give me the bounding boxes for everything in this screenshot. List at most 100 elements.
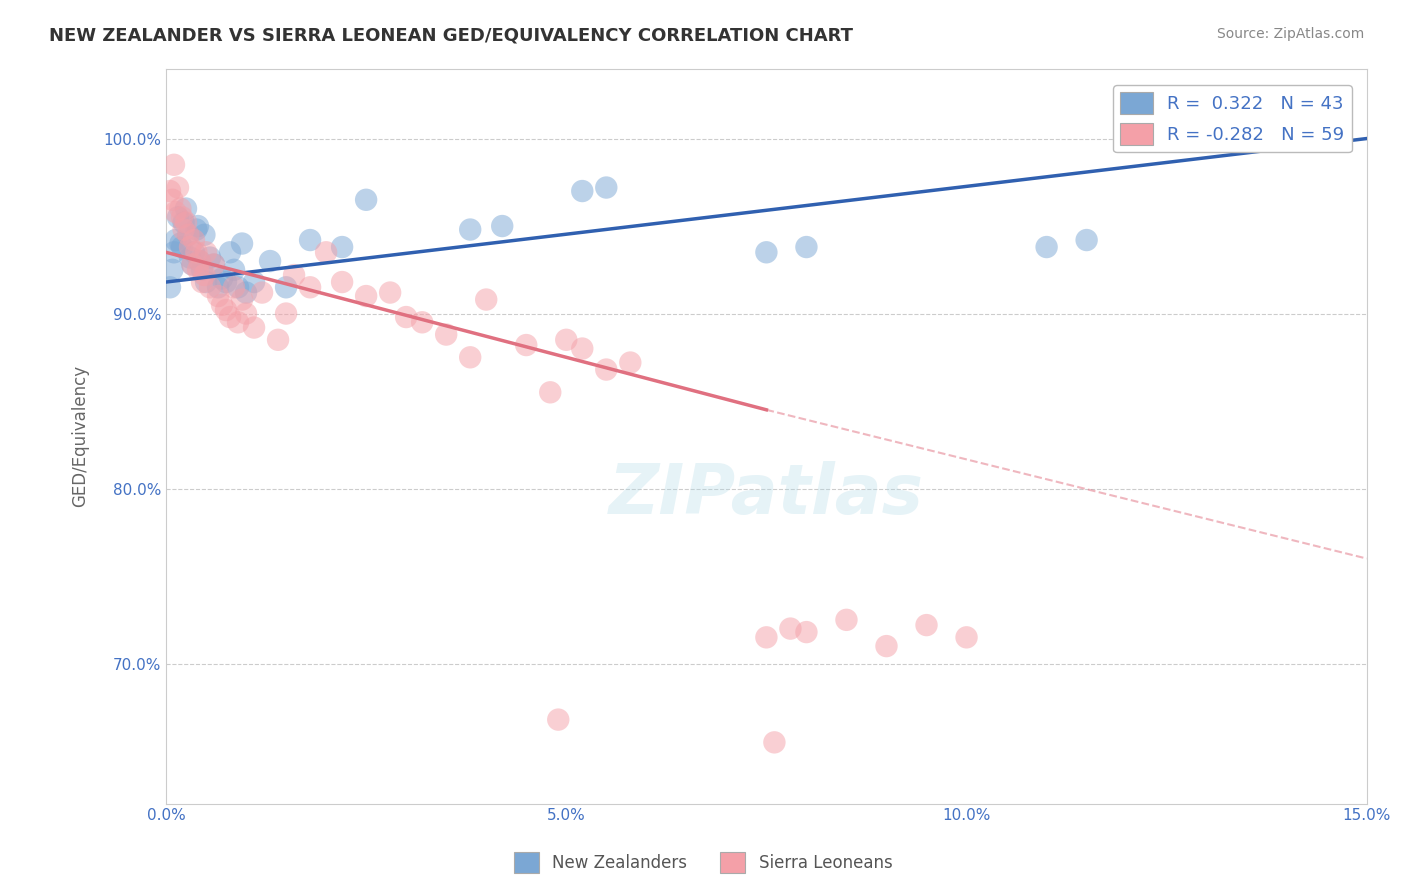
Point [796,240,818,254]
Point [354,193,377,207]
Point [165,205,187,219]
Point [299,233,322,247]
Point [198,280,221,294]
Point [195,245,218,260]
Point [174,215,197,229]
Point [315,245,337,260]
Point [755,245,778,260]
Point [1035,240,1057,254]
Point [796,625,818,640]
Legend: R =  0.322   N = 43, R = -0.282   N = 59: R = 0.322 N = 43, R = -0.282 N = 59 [1114,85,1351,153]
Point [458,351,481,365]
Point [571,184,593,198]
Text: Source: ZipAtlas.com: Source: ZipAtlas.com [1216,27,1364,41]
Point [595,180,617,194]
Point [354,289,377,303]
Point [458,222,481,236]
Point [299,280,322,294]
Point [162,193,184,207]
Point [193,268,215,282]
Point [207,280,229,294]
Point [183,245,205,260]
Text: ZIPatlas: ZIPatlas [609,461,924,528]
Point [259,254,281,268]
Point [274,307,297,321]
Point [231,236,253,251]
Point [211,298,233,312]
Point [191,275,214,289]
Point [179,240,201,254]
Point [186,222,208,236]
Point [195,275,218,289]
Point [267,333,290,347]
Point [170,211,193,225]
Point [173,215,195,229]
Point [876,639,898,653]
Point [177,227,200,242]
Point [191,262,214,277]
Point [219,245,242,260]
Point [231,293,253,307]
Point [475,293,498,307]
Text: NEW ZEALANDER VS SIERRA LEONEAN GED/EQUIVALENCY CORRELATION CHART: NEW ZEALANDER VS SIERRA LEONEAN GED/EQUI… [49,27,853,45]
Point [491,219,513,233]
Point [170,240,193,254]
Point [547,713,569,727]
Point [181,258,204,272]
Point [755,631,778,645]
Point [395,310,418,324]
Point [835,613,858,627]
Point [955,631,977,645]
Point [515,338,537,352]
Point [219,310,242,324]
Point [378,285,401,300]
Point [619,355,641,369]
Point [215,275,238,289]
Point [330,275,353,289]
Point [274,280,297,294]
Point [235,285,257,300]
Point [163,158,186,172]
Point [211,271,233,285]
Point [181,258,204,272]
Point [330,240,353,254]
Point [167,211,190,225]
Point [222,262,245,277]
Point [167,180,190,194]
Point [915,618,938,632]
Y-axis label: GED/Equivalency: GED/Equivalency [72,365,89,508]
Point [555,333,578,347]
Point [174,202,197,216]
Legend: New Zealanders, Sierra Leoneans: New Zealanders, Sierra Leoneans [508,846,898,880]
Point [207,289,229,303]
Point [1076,233,1098,247]
Point [434,327,457,342]
Point [571,342,593,356]
Point [165,233,187,247]
Point [187,219,209,233]
Point [198,251,221,265]
Point [222,280,245,294]
Point [215,303,238,318]
Point [159,184,181,198]
Point [235,307,257,321]
Point [202,258,225,272]
Point [188,254,211,268]
Point [177,227,200,242]
Point [243,275,266,289]
Point [763,735,786,749]
Point [169,202,191,216]
Point [193,227,215,242]
Point [186,245,208,260]
Point [163,245,186,260]
Point [250,285,273,300]
Point [173,222,195,236]
Point [243,320,266,334]
Point [179,251,201,265]
Point [226,315,249,329]
Point [538,385,561,400]
Point [188,254,211,268]
Point [202,258,225,272]
Point [169,236,191,251]
Point [226,280,249,294]
